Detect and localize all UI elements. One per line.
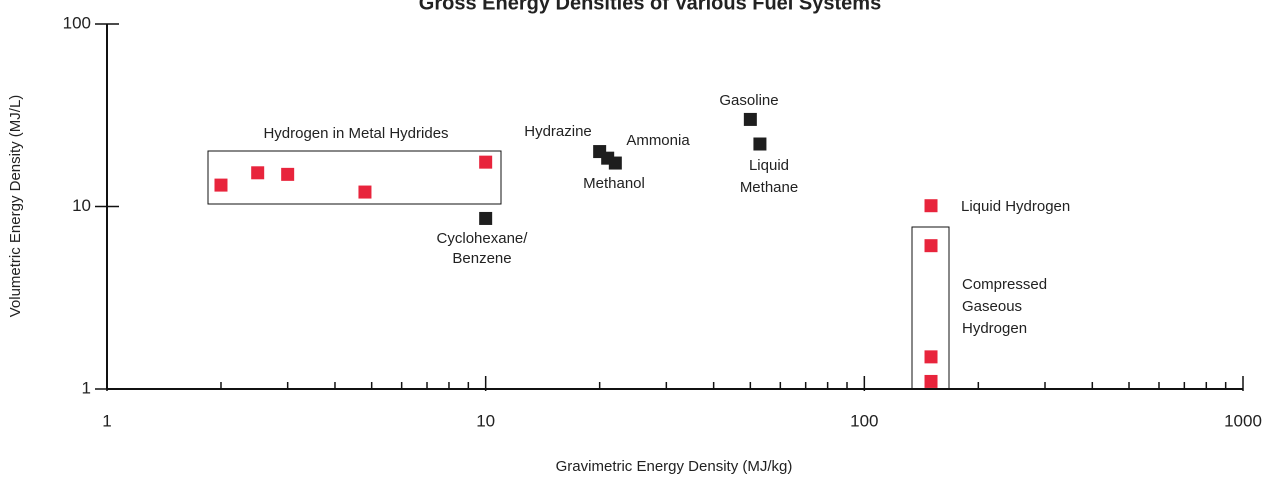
annotation: Ammonia [626,132,690,149]
marker [743,112,757,126]
y-tick-label: 100 [63,13,91,32]
group-box [207,150,502,205]
annotation: Liquid Hydrogen [961,198,1070,215]
annotation: Hydrogen in Metal Hydrides [263,125,448,142]
chart-title: Gross Energy Densities of Various Fuel S… [419,0,881,14]
y-axis-label: Volumetric Energy Density (MJ/L) [7,95,24,318]
marker [924,199,938,213]
x-tick-label: 1000 [1224,411,1262,430]
annotation: Benzene [452,250,511,267]
annotation: Hydrazine [524,123,592,140]
annotation: Cyclohexane/ [437,230,529,247]
x-tick-label: 1 [102,411,111,430]
marker [214,178,228,192]
annotation: Methane [740,179,798,196]
x-axis-label: Gravimetric Energy Density (MJ/kg) [556,458,793,475]
marker [608,156,622,170]
y-tick-label: 10 [72,196,91,215]
annotation: Methanol [583,175,645,192]
annotation: Gasoline [719,92,778,109]
annotation: Compressed [962,276,1047,293]
marker [281,167,295,181]
x-tick-label: 10 [476,411,495,430]
annotation: Liquid [749,157,789,174]
marker [251,166,265,180]
marker [753,137,767,151]
marker [924,350,938,364]
annotation: Gaseous [962,298,1022,315]
marker [924,239,938,253]
marker [479,211,493,225]
marker [924,374,938,388]
marker [358,185,372,199]
x-tick-label: 100 [850,411,878,430]
annotation: Hydrogen [962,320,1027,337]
y-tick-label: 1 [82,378,91,397]
marker [479,155,493,169]
